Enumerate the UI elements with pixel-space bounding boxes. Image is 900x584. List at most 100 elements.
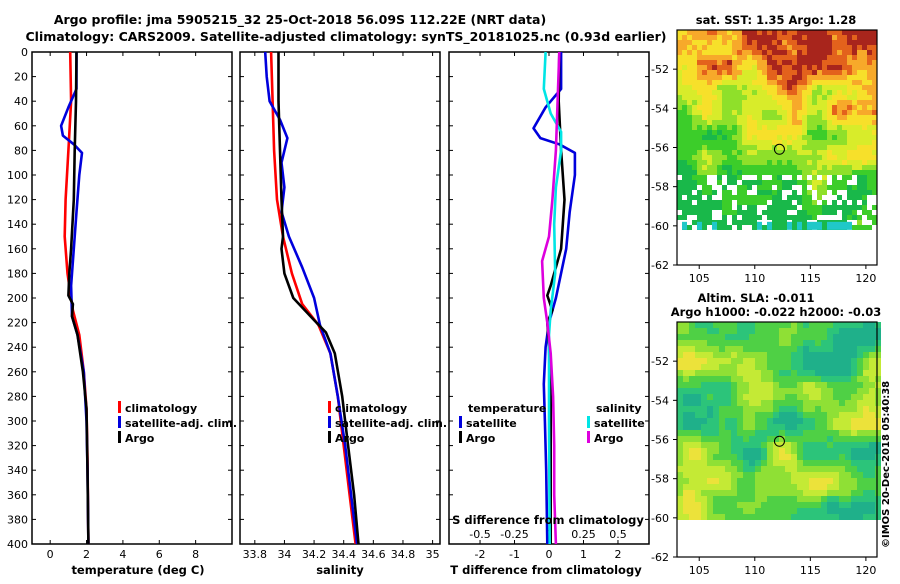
sla-cell xyxy=(701,412,707,418)
sst-cell xyxy=(692,130,697,135)
sla-cell xyxy=(779,484,785,490)
sst-cell xyxy=(687,195,692,200)
sst-cell xyxy=(837,70,842,75)
sst-cell xyxy=(772,95,777,100)
sla-cell xyxy=(857,490,863,496)
sst-cell xyxy=(852,65,857,70)
sst-cell xyxy=(732,30,737,35)
x-tick-label: 0 xyxy=(546,548,553,561)
lon-tick-label: 120 xyxy=(855,272,876,285)
sla-cell xyxy=(713,388,719,394)
sst-cell xyxy=(757,40,762,45)
sst-cell xyxy=(802,120,807,125)
sst-cell xyxy=(742,150,747,155)
sst-cell xyxy=(707,220,712,225)
sla-cell xyxy=(707,502,713,508)
sst-cell xyxy=(717,80,722,85)
sst-cell xyxy=(802,190,807,195)
sla-cell xyxy=(767,412,773,418)
sla-cell xyxy=(695,370,701,376)
sst-cell xyxy=(732,125,737,130)
sst-cell xyxy=(752,80,757,85)
sla-cell xyxy=(737,442,743,448)
sst-cell xyxy=(702,210,707,215)
sst-cell xyxy=(847,75,852,80)
sst-cell xyxy=(702,30,707,35)
sst-cell xyxy=(787,100,792,105)
sst-cell xyxy=(717,65,722,70)
sst-cell xyxy=(857,100,862,105)
sst-cell xyxy=(682,221,687,230)
legend-swatch-satellite-adj xyxy=(118,416,121,428)
sla-cell xyxy=(761,478,767,484)
sla-cell xyxy=(749,376,755,382)
sla-cell xyxy=(833,448,839,454)
sla-cell xyxy=(809,358,815,364)
sst-cell xyxy=(747,60,752,65)
sst-cell xyxy=(862,95,867,100)
sla-cell xyxy=(779,496,785,502)
sst-cell xyxy=(742,45,747,50)
sla-cell xyxy=(773,358,779,364)
sst-cell xyxy=(727,155,732,160)
sla-cell xyxy=(797,496,803,502)
sla-cell xyxy=(767,352,773,358)
sst-cell xyxy=(857,160,862,165)
sst-cell xyxy=(712,45,717,50)
sst-cell xyxy=(827,30,832,35)
sla-cell xyxy=(719,490,725,496)
sla-cell xyxy=(683,358,689,364)
sla-cell xyxy=(683,418,689,424)
sla-cell xyxy=(809,496,815,502)
sla-cell xyxy=(743,322,749,328)
sla-cell xyxy=(809,424,815,430)
sst-cell xyxy=(757,130,762,135)
sst-cell xyxy=(697,140,702,145)
y-tick-label: 40 xyxy=(14,95,28,108)
sst-cell xyxy=(707,110,712,115)
sst-cell xyxy=(827,140,832,145)
sst-cell xyxy=(857,130,862,135)
sst-cell xyxy=(782,125,787,130)
sla-cell xyxy=(875,484,881,490)
sst-cell xyxy=(847,190,852,195)
sst-cell xyxy=(682,165,687,170)
sst-cell xyxy=(837,130,842,135)
sst-cell xyxy=(687,155,692,160)
sla-cell xyxy=(761,496,767,502)
sla-cell xyxy=(785,460,791,466)
sla-cell xyxy=(755,496,761,502)
sst-cell xyxy=(752,145,757,150)
sla-cell xyxy=(803,412,809,418)
sst-cell xyxy=(702,155,707,160)
sst-cell xyxy=(767,85,772,90)
sla-cell xyxy=(875,346,881,352)
sst-cell xyxy=(822,95,827,100)
sla-cell xyxy=(749,472,755,478)
sst-cell xyxy=(832,125,837,130)
sla-cell xyxy=(827,514,833,520)
sla-cell xyxy=(755,484,761,490)
sla-cell xyxy=(707,334,713,340)
sla-cell xyxy=(869,376,875,382)
sst-cell xyxy=(752,120,757,125)
sst-cell xyxy=(847,165,852,170)
sla-cell xyxy=(761,394,767,400)
sla-cell xyxy=(863,418,869,424)
sst-cell xyxy=(752,105,757,110)
sla-cell xyxy=(863,400,869,406)
sst-cell xyxy=(737,195,742,200)
sst-cell xyxy=(807,55,812,60)
sla-cell xyxy=(725,478,731,484)
sst-cell xyxy=(772,120,777,125)
sst-cell xyxy=(787,120,792,125)
legend-label-climatology: climatology xyxy=(335,402,407,415)
sla-cell xyxy=(683,406,689,412)
sla-cell xyxy=(767,442,773,448)
sst-cell xyxy=(852,110,857,115)
sst-cell xyxy=(732,190,737,195)
sla-cell xyxy=(677,412,683,418)
sla-cell xyxy=(701,454,707,460)
sst-cell xyxy=(692,200,697,205)
sst-cell xyxy=(827,45,832,50)
